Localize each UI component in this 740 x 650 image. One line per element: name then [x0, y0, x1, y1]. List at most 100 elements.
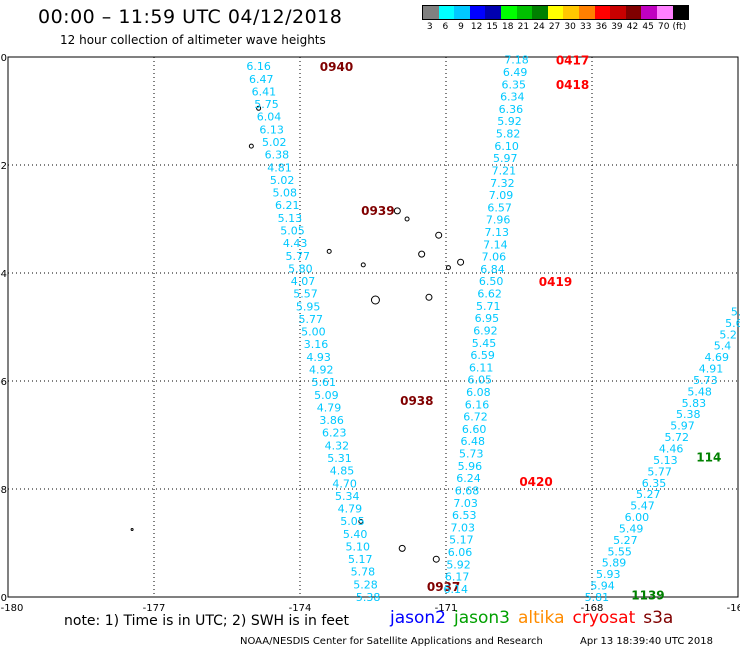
swh-value-label: 5.47	[630, 500, 655, 513]
map-title: 00:00 – 11:59 UTC 04/12/2018	[38, 6, 343, 28]
island-outline	[358, 518, 364, 524]
swh-value-label: 5.77	[647, 465, 672, 478]
legend-label: 36	[595, 22, 608, 32]
legend-swatch	[578, 6, 595, 19]
swh-value-label: 6.06	[448, 546, 473, 559]
island-outline	[248, 143, 254, 149]
legend-swatch	[423, 6, 439, 19]
swh-value-label: 6.60	[462, 423, 487, 436]
swh-value-label: 5.71	[476, 300, 501, 313]
swh-value-label: 5.97	[493, 152, 518, 165]
swh-value-label: 6.14	[443, 583, 468, 596]
swh-value-label: 5.73	[459, 448, 484, 461]
pass-time-label: 0940	[320, 60, 353, 74]
island-outline	[435, 231, 443, 239]
swh-value-label: 6.16	[465, 398, 490, 411]
satellite-legend: jason2 jason3 altika cryosat s3a	[390, 608, 681, 628]
island-outline	[256, 105, 262, 111]
credit-line: NOAA/NESDIS Center for Satellite Applica…	[240, 636, 543, 647]
swh-value-label: 5.61	[312, 376, 337, 389]
y-tick-label: -6	[0, 377, 7, 388]
swh-value-label: 4.07	[291, 275, 316, 288]
swh-value-label: 5.27	[636, 488, 661, 501]
swh-value-label: 6.13	[259, 123, 284, 136]
swh-value-label: 4.43	[283, 237, 308, 250]
island-outline	[445, 265, 451, 271]
swh-value-label: 5.78	[351, 566, 376, 579]
swh-value-label: 6.92	[473, 324, 498, 337]
swh-value-label: 5.17	[348, 553, 373, 566]
swh-value-label: 7.13	[485, 226, 510, 239]
swh-value-label: 6.00	[625, 511, 650, 524]
swh-value-label: 6.50	[479, 275, 504, 288]
swh-value-label: 6.08	[466, 386, 491, 399]
swh-value-label: 4.93	[306, 351, 331, 364]
swh-value-label: 5.89	[602, 557, 627, 570]
swh-value-label: 7.03	[453, 497, 478, 510]
legend-swatch	[594, 6, 611, 19]
swh-value-label: 3.86	[319, 414, 344, 427]
swh-value-label: 6.41	[252, 85, 277, 98]
island-outline	[457, 258, 465, 266]
swh-value-label: 5.83	[682, 397, 707, 410]
legend-label: 24	[533, 22, 545, 32]
legend-swatch	[485, 6, 501, 19]
x-tick-label: -171	[435, 603, 458, 614]
swh-value-label: 5.13	[278, 212, 303, 225]
swh-value-label: 6.17	[445, 571, 470, 584]
legend-swatches	[422, 5, 690, 20]
swh-value-label: 6.35	[642, 477, 667, 490]
pass-time-label: 0419	[539, 275, 572, 289]
swh-value-label: 6.11	[469, 361, 494, 374]
swh-value-label: 5.17	[449, 534, 474, 547]
swh-value-label: 5.92	[446, 558, 471, 571]
pass-time-label: 0420	[519, 475, 552, 489]
island-outline	[393, 207, 401, 215]
legend-label: 30	[564, 22, 576, 32]
swh-value-label: 6.49	[503, 66, 528, 79]
pass-time-label: 0939	[361, 204, 394, 218]
swh-value-label: 4.85	[330, 465, 355, 478]
legend-swatch	[532, 6, 548, 19]
swh-value-label: 5.80	[288, 262, 313, 275]
swh-value-label: 5.81	[585, 591, 610, 604]
swh-value-label: 5.28	[353, 578, 378, 591]
swh-value-label: 6.05	[468, 374, 493, 387]
swh-value-label: 5.13	[653, 454, 678, 467]
satellite-label-altika: altika	[518, 608, 565, 628]
swh-value-label: 4.81	[267, 161, 292, 174]
generation-timestamp: Apr 13 18:39:40 UTC 2018	[580, 636, 713, 647]
legend-label: 9	[458, 22, 464, 32]
swh-value-label: 5.95	[296, 300, 321, 313]
legend-swatch	[469, 6, 486, 19]
swh-value-label: 4.79	[338, 503, 363, 516]
swh-value-label: 6.53	[452, 509, 477, 522]
satellite-label-jason2: jason2	[390, 608, 446, 628]
swh-value-label: 5.4	[714, 340, 732, 353]
legend-label: (ft)	[672, 22, 687, 32]
swh-value-label: 6.59	[470, 349, 495, 362]
swh-value-label: 5.94	[590, 580, 615, 593]
satellite-label-s3a: s3a	[643, 608, 674, 628]
pass-time-label: 1139	[631, 588, 664, 602]
island-outline	[404, 216, 410, 222]
island-outline	[432, 555, 440, 563]
swh-value-label: 7.32	[490, 177, 515, 190]
legend-swatch	[656, 6, 673, 19]
swh-value-label: 6.95	[475, 312, 500, 325]
swh-value-label: 5.57	[293, 288, 318, 301]
swh-value-label: 6.72	[463, 411, 488, 424]
legend-label: 12	[470, 22, 483, 32]
x-tick-label: -180	[1, 603, 24, 614]
swh-value-label: 5.00	[301, 326, 326, 339]
legend-swatch	[500, 6, 517, 19]
swh-value-label: 4.69	[705, 351, 730, 364]
swh-value-label: 6.04	[257, 111, 282, 124]
legend-swatch	[547, 6, 564, 19]
swh-value-label: 6.35	[501, 78, 526, 91]
swh-value-label: 7.18	[504, 54, 529, 67]
map-frame	[7, 56, 739, 598]
swh-value-label: 5.10	[345, 540, 370, 553]
swh-value-label: 5.27	[613, 534, 638, 547]
